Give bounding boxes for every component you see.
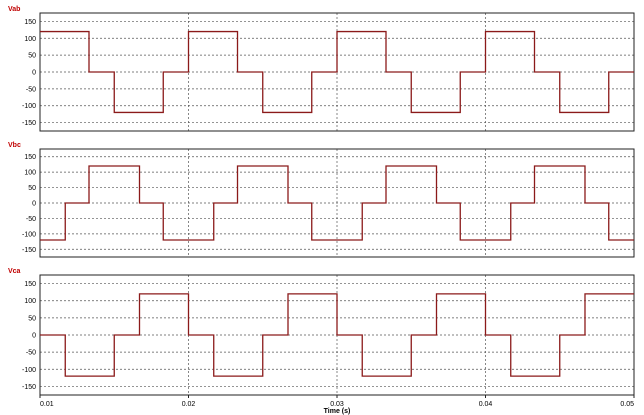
x-tick-label: 0.03 [330, 401, 344, 408]
panel-vca: Vca 150 100 50 0 -50 -100 -150 [8, 268, 635, 396]
y-tick-label: -150 [22, 120, 36, 127]
x-tick-label: 0.02 [182, 401, 196, 408]
panel-vab: Vab 150 100 50 0 -50 -100 -150 [8, 6, 635, 132]
x-axis-label: Time (s) [324, 408, 351, 415]
panel-vbc: Vbc 150 100 50 0 -50 -100 -150 [8, 142, 635, 258]
y-tick-label: 50 [28, 185, 36, 192]
plot-frame [39, 148, 635, 258]
series-line-vbc [40, 165, 634, 241]
y-tick-label: 0 [32, 70, 36, 77]
panel-title-vca: Vca [8, 268, 21, 275]
series-line-vca [40, 293, 634, 377]
y-tick-label: -100 [22, 367, 36, 374]
series-line-vab [40, 30, 634, 114]
x-tick-label: 0.01 [40, 401, 54, 408]
x-tick-label: 0.04 [479, 401, 493, 408]
y-tick-label: -150 [22, 247, 36, 254]
y-tick-label: 100 [24, 36, 36, 43]
y-tick-label: -100 [22, 103, 36, 110]
y-tick-label: 100 [24, 170, 36, 177]
y-tick-label: -50 [26, 216, 36, 223]
x-axis: Time (s) 0.01 0.02 0.03 0.04 0.05 [39, 395, 635, 415]
y-tick-label: -100 [22, 231, 36, 238]
panel-title-vbc: Vbc [8, 142, 21, 149]
y-tick-label: -50 [26, 86, 36, 93]
panel-title-vab: Vab [8, 6, 20, 13]
y-tick-label: 150 [24, 154, 36, 161]
y-tick-label: 150 [24, 19, 36, 26]
y-tick-label: 150 [24, 281, 36, 288]
y-tick-label: 0 [32, 201, 36, 208]
y-tick-label: 100 [24, 298, 36, 305]
y-tick-label: 50 [28, 315, 36, 322]
y-tick-label: -150 [22, 384, 36, 391]
y-tick-label: 0 [32, 333, 36, 340]
y-tick-label: -50 [26, 350, 36, 357]
x-tick-label: 0.05 [620, 401, 634, 408]
y-tick-label: 50 [28, 53, 36, 60]
